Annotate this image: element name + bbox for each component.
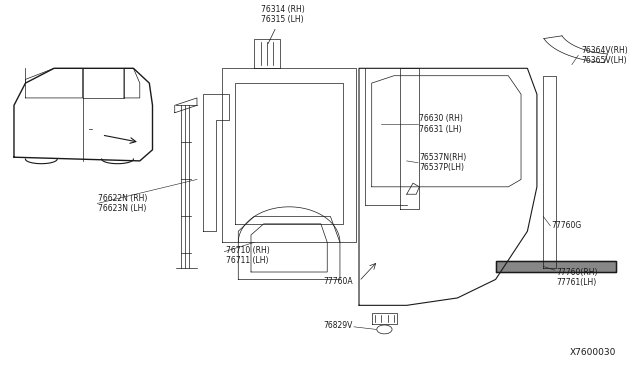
Text: 76829V: 76829V [323,321,353,330]
Text: 76622N (RH)
76623N (LH): 76622N (RH) 76623N (LH) [99,194,148,213]
Text: X7600030: X7600030 [570,348,616,357]
Text: 77760G: 77760G [552,221,582,230]
Text: 76710 (RH)
76711 (LH): 76710 (RH) 76711 (LH) [225,246,269,265]
Text: 76537N(RH)
76537P(LH): 76537N(RH) 76537P(LH) [419,153,467,173]
Polygon shape [495,261,616,272]
Text: 76364V(RH)
76365V(LH): 76364V(RH) 76365V(LH) [581,46,628,65]
Text: 77760A: 77760A [323,277,353,286]
Text: 77760(RH)
77761(LH): 77760(RH) 77761(LH) [556,268,598,287]
Text: 76314 (RH)
76315 (LH): 76314 (RH) 76315 (LH) [260,4,304,44]
Text: 76630 (RH)
76631 (LH): 76630 (RH) 76631 (LH) [419,114,463,134]
